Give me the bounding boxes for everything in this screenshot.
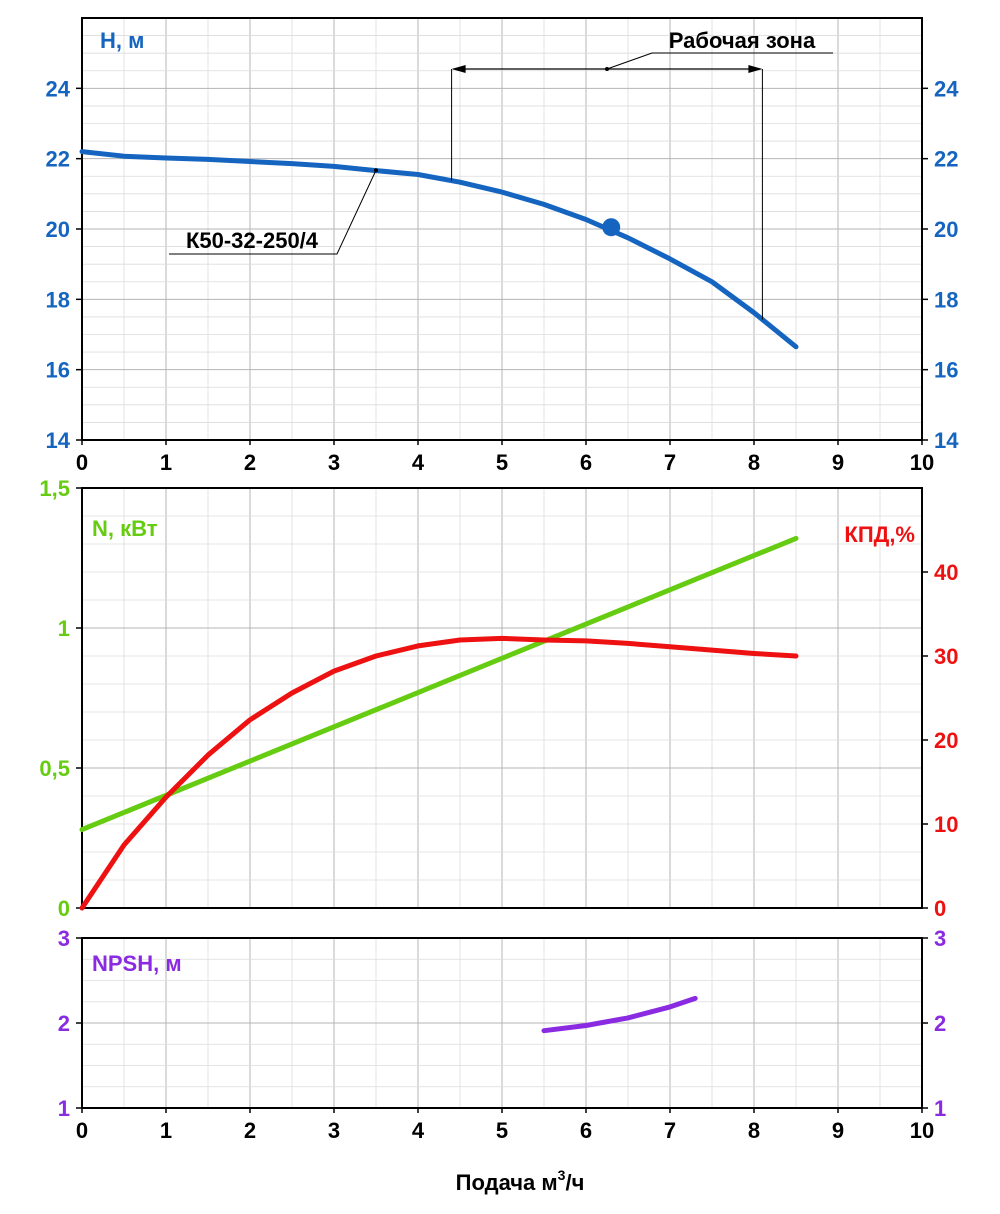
head-series-0-line <box>79 149 799 350</box>
npsh-ytick-label: 3 <box>58 926 70 951</box>
efficiency-axis-label: КПД,% <box>844 522 915 547</box>
power-efficiency-ytick-label-right: 20 <box>934 728 958 753</box>
npsh-ytick-label: 1 <box>58 1096 70 1121</box>
npsh-xtick-label: 10 <box>910 1118 934 1143</box>
npsh-xtick-label: 8 <box>748 1118 760 1143</box>
npsh-ytick-label-right: 1 <box>934 1096 946 1121</box>
npsh-ytick-label: 2 <box>58 1011 70 1036</box>
head-ytick-label: 24 <box>46 76 71 101</box>
power-efficiency-ytick-label-right: 30 <box>934 644 958 669</box>
head-ytick-label: 18 <box>46 287 70 312</box>
npsh-xtick-label: 0 <box>76 1118 88 1143</box>
x-axis-title-sup: 3 <box>558 1167 566 1183</box>
head-ytick-label-right: 16 <box>934 358 958 383</box>
npsh-xtick-label: 5 <box>496 1118 508 1143</box>
grid-layer <box>81 17 923 1109</box>
power-efficiency-ytick-label: 0,5 <box>39 756 70 781</box>
head-ytick-label: 20 <box>46 217 70 242</box>
npsh-ytick-label-right: 2 <box>934 1011 946 1036</box>
head-xtick-label: 4 <box>412 450 425 475</box>
head-xtick-label: 7 <box>664 450 676 475</box>
head-xtick-label: 6 <box>580 450 592 475</box>
power-efficiency-ytick-label: 1 <box>58 616 70 641</box>
model-leader <box>169 170 377 255</box>
power-efficiency-ytick-label-right: 0 <box>934 896 946 921</box>
head-axis-label: H, м <box>100 28 144 53</box>
head-xtick-label: 2 <box>244 450 256 475</box>
power-efficiency-ytick-label-right: 10 <box>934 812 958 837</box>
operating-point-marker <box>602 218 621 237</box>
head-ytick-label: 22 <box>46 147 70 172</box>
npsh-xtick-label: 6 <box>580 1118 592 1143</box>
npsh-xtick-label: 4 <box>412 1118 425 1143</box>
working-zone-leader <box>606 52 833 70</box>
npsh-xtick-label: 9 <box>832 1118 844 1143</box>
head-ytick-label-right: 18 <box>934 287 958 312</box>
working-zone-arrowhead-left <box>451 65 466 73</box>
head-ytick-label-right: 22 <box>934 147 958 172</box>
npsh-xtick-label: 1 <box>160 1118 172 1143</box>
power-efficiency-ytick-label: 1,5 <box>39 476 70 501</box>
x-axis-title: Подача м3/ч <box>456 1167 585 1195</box>
head-xtick-label: 1 <box>160 450 172 475</box>
head-ytick-label-right: 14 <box>934 428 959 453</box>
head-ytick-label: 16 <box>46 358 70 383</box>
power-efficiency-series-1-line <box>79 635 799 911</box>
x-axis-title-main: Подача м <box>456 1170 558 1195</box>
npsh-xtick-label: 2 <box>244 1118 256 1143</box>
head-ytick-label: 14 <box>46 428 71 453</box>
x-axis-title-tail: /ч <box>565 1170 584 1195</box>
frame-layer <box>76 17 928 1113</box>
npsh-xtick-label: 3 <box>328 1118 340 1143</box>
head-xtick-label: 5 <box>496 450 508 475</box>
head-xtick-label: 3 <box>328 450 340 475</box>
power-efficiency-ytick-label-right: 40 <box>934 560 958 585</box>
npsh-axis-label: NPSH, м <box>92 951 182 976</box>
npsh-series-0-line <box>541 995 698 1034</box>
head-xtick-label: 8 <box>748 450 760 475</box>
power-efficiency-ytick-label: 0 <box>58 896 70 921</box>
working-zone-arrowhead-right <box>748 65 763 73</box>
working-zone-label: Рабочая зона <box>669 28 816 53</box>
power-efficiency-series-0-line <box>79 535 799 833</box>
model-label: К50-32-250/4 <box>186 228 319 253</box>
head-xtick-label: 0 <box>76 450 88 475</box>
power-efficiency-frame <box>81 487 923 909</box>
npsh-xtick-label: 7 <box>664 1118 676 1143</box>
head-xtick-label: 9 <box>832 450 844 475</box>
power-axis-label: N, кВт <box>92 516 158 541</box>
series-layer <box>79 52 833 1034</box>
head-ytick-label-right: 20 <box>934 217 958 242</box>
head-ytick-label-right: 24 <box>934 76 959 101</box>
head-xtick-label: 10 <box>910 450 934 475</box>
npsh-ytick-label-right: 3 <box>934 926 946 951</box>
